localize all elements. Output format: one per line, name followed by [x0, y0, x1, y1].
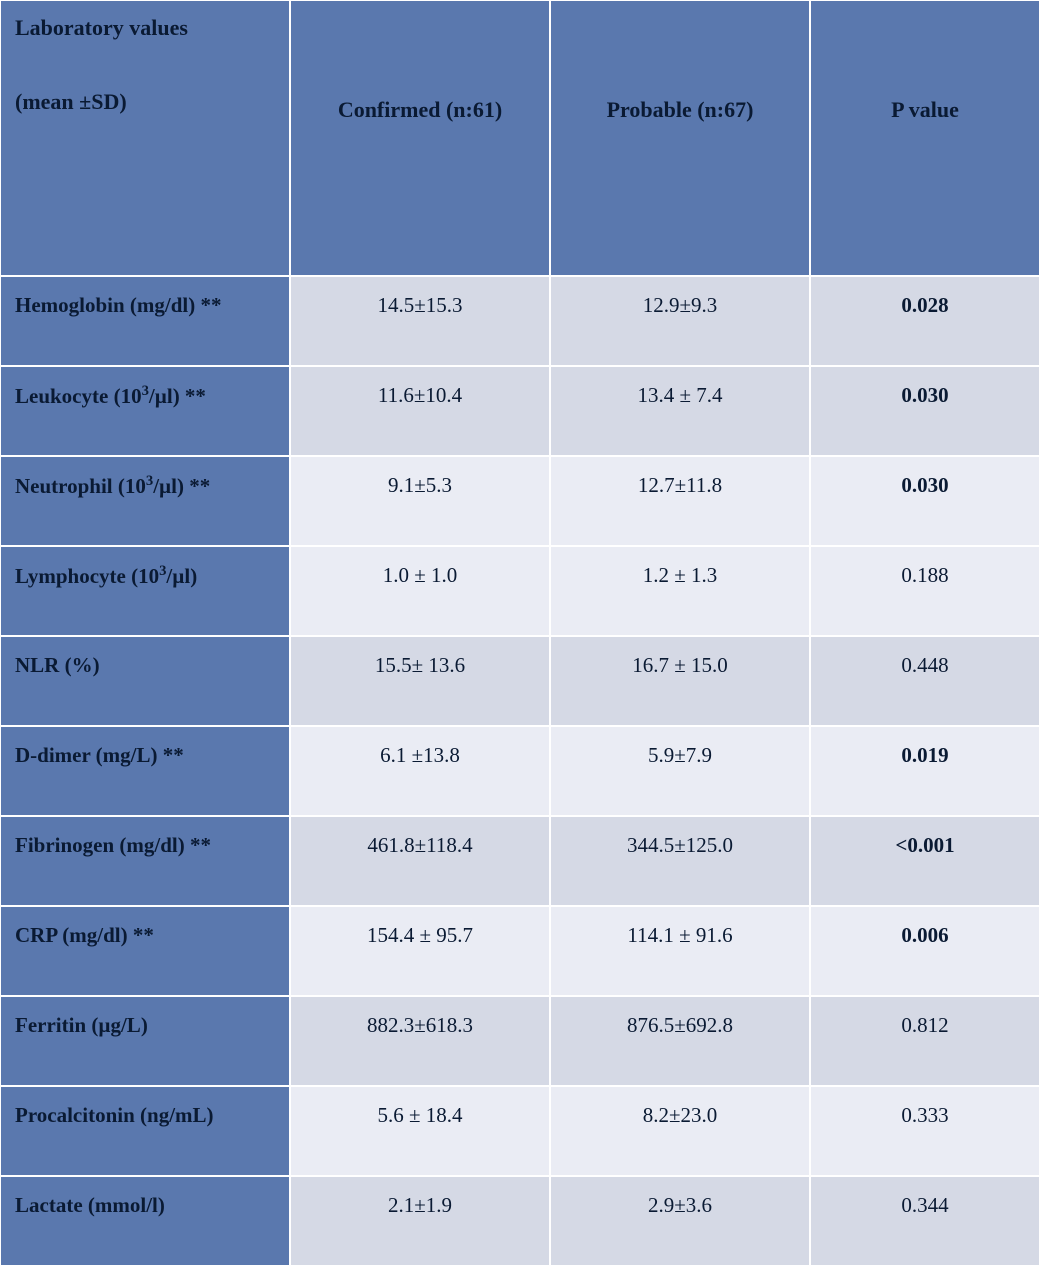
cell-probable: 12.7±11.8: [550, 456, 810, 546]
table-header-row: Laboratory values (mean ±SD) Confirmed (…: [0, 0, 1040, 276]
table-row: Fibrinogen (mg/dl) **461.8±118.4344.5±12…: [0, 816, 1040, 906]
row-label: D-dimer (mg/L) **: [0, 726, 290, 816]
header-lab-values: Laboratory values (mean ±SD): [0, 0, 290, 276]
cell-probable: 13.4 ± 7.4: [550, 366, 810, 456]
cell-pvalue: <0.001: [810, 816, 1040, 906]
cell-pvalue: 0.006: [810, 906, 1040, 996]
table-row: Lymphocyte (103/µl)1.0 ± 1.01.2 ± 1.30.1…: [0, 546, 1040, 636]
row-label: Fibrinogen (mg/dl) **: [0, 816, 290, 906]
cell-pvalue: 0.028: [810, 276, 1040, 366]
header-probable: Probable (n:67): [550, 0, 810, 276]
row-label: Lactate (mmol/l): [0, 1176, 290, 1266]
cell-confirmed: 461.8±118.4: [290, 816, 550, 906]
header-lab-values-line1: Laboratory values: [15, 15, 279, 41]
cell-probable: 114.1 ± 91.6: [550, 906, 810, 996]
cell-pvalue: 0.333: [810, 1086, 1040, 1176]
lab-values-table: Laboratory values (mean ±SD) Confirmed (…: [0, 0, 1040, 1266]
cell-confirmed: 154.4 ± 95.7: [290, 906, 550, 996]
cell-pvalue: 0.188: [810, 546, 1040, 636]
cell-confirmed: 15.5± 13.6: [290, 636, 550, 726]
cell-probable: 876.5±692.8: [550, 996, 810, 1086]
table-row: Lactate (mmol/l)2.1±1.92.9±3.60.344: [0, 1176, 1040, 1266]
cell-confirmed: 11.6±10.4: [290, 366, 550, 456]
header-confirmed: Confirmed (n:61): [290, 0, 550, 276]
table-row: NLR (%)15.5± 13.616.7 ± 15.00.448: [0, 636, 1040, 726]
cell-pvalue: 0.448: [810, 636, 1040, 726]
table-row: Neutrophil (103/µl) **9.1±5.312.7±11.80.…: [0, 456, 1040, 546]
cell-probable: 344.5±125.0: [550, 816, 810, 906]
table-row: CRP (mg/dl) **154.4 ± 95.7114.1 ± 91.60.…: [0, 906, 1040, 996]
cell-probable: 5.9±7.9: [550, 726, 810, 816]
row-label: Lymphocyte (103/µl): [0, 546, 290, 636]
table-row: Leukocyte (103/µl) **11.6±10.413.4 ± 7.4…: [0, 366, 1040, 456]
cell-probable: 12.9±9.3: [550, 276, 810, 366]
cell-confirmed: 1.0 ± 1.0: [290, 546, 550, 636]
row-label: NLR (%): [0, 636, 290, 726]
table-row: Procalcitonin (ng/mL)5.6 ± 18.48.2±23.00…: [0, 1086, 1040, 1176]
cell-pvalue: 0.812: [810, 996, 1040, 1086]
cell-confirmed: 14.5±15.3: [290, 276, 550, 366]
cell-probable: 16.7 ± 15.0: [550, 636, 810, 726]
cell-confirmed: 6.1 ±13.8: [290, 726, 550, 816]
row-label: Neutrophil (103/µl) **: [0, 456, 290, 546]
cell-pvalue: 0.019: [810, 726, 1040, 816]
cell-pvalue: 0.030: [810, 456, 1040, 546]
header-lab-values-line2: (mean ±SD): [15, 89, 279, 115]
table-body: Hemoglobin (mg/dl) **14.5±15.312.9±9.30.…: [0, 276, 1040, 1266]
table-row: Hemoglobin (mg/dl) **14.5±15.312.9±9.30.…: [0, 276, 1040, 366]
cell-confirmed: 882.3±618.3: [290, 996, 550, 1086]
row-label: CRP (mg/dl) **: [0, 906, 290, 996]
cell-confirmed: 9.1±5.3: [290, 456, 550, 546]
row-label: Procalcitonin (ng/mL): [0, 1086, 290, 1176]
row-label: Leukocyte (103/µl) **: [0, 366, 290, 456]
header-pvalue: P value: [810, 0, 1040, 276]
table-row: D-dimer (mg/L) **6.1 ±13.85.9±7.90.019: [0, 726, 1040, 816]
cell-pvalue: 0.030: [810, 366, 1040, 456]
cell-probable: 8.2±23.0: [550, 1086, 810, 1176]
row-label: Ferritin (µg/L): [0, 996, 290, 1086]
cell-probable: 2.9±3.6: [550, 1176, 810, 1266]
row-label: Hemoglobin (mg/dl) **: [0, 276, 290, 366]
cell-confirmed: 5.6 ± 18.4: [290, 1086, 550, 1176]
cell-confirmed: 2.1±1.9: [290, 1176, 550, 1266]
table-row: Ferritin (µg/L)882.3±618.3876.5±692.80.8…: [0, 996, 1040, 1086]
cell-probable: 1.2 ± 1.3: [550, 546, 810, 636]
cell-pvalue: 0.344: [810, 1176, 1040, 1266]
